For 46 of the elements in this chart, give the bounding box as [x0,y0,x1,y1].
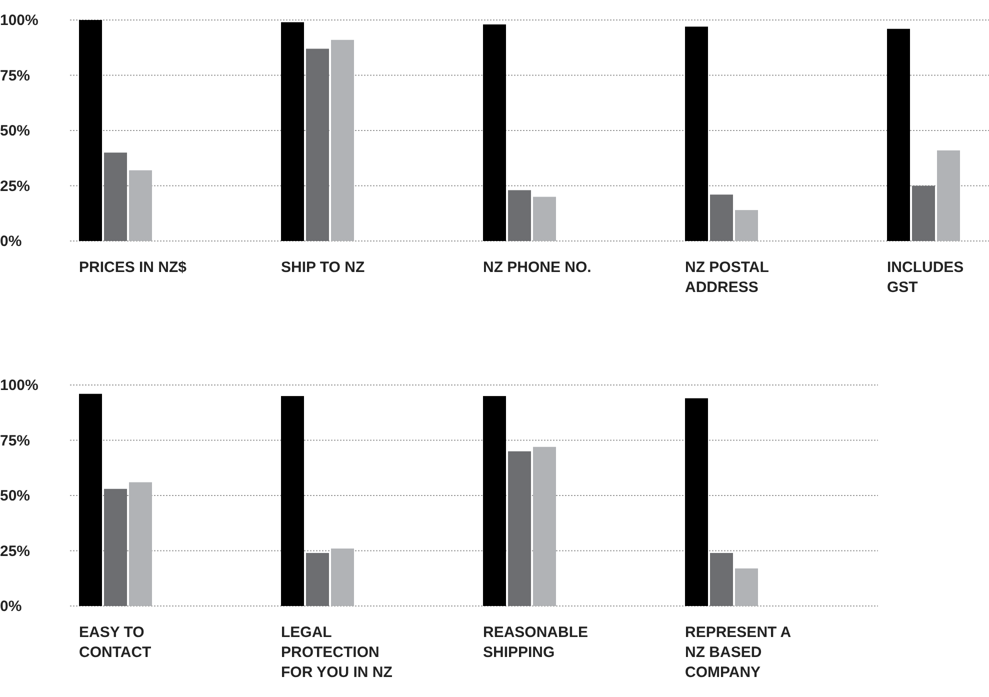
bar [912,186,935,241]
bar [735,210,758,241]
bar [483,24,506,241]
x-tick-label: REPRESENT A NZ BASED COMPANY [685,624,792,681]
y-tick-label: 100% [0,12,38,29]
bar [483,396,506,606]
bar [281,22,304,241]
bar [887,28,910,241]
bar [129,482,152,606]
x-tick-label: SHIP TO NZ [281,259,365,276]
x-tick-label: LEGAL PROTECTION FOR YOU IN NZ [281,624,392,681]
bar [508,451,531,606]
bar [104,152,127,241]
bar [710,552,733,606]
y-tick-label: 100% [0,377,38,394]
bar [79,394,102,606]
x-tick-label: INCLUDES GST [887,259,964,296]
bar [710,194,733,241]
bar [508,190,531,241]
x-tick-label: NZ POSTAL ADDRESS [685,259,769,296]
bar [735,568,758,606]
bar [331,548,354,606]
y-tick-label: 0% [0,233,22,250]
x-tick-label: PRICES IN NZ$ [79,259,188,276]
bar [306,552,329,606]
y-tick-label: 50% [0,122,30,140]
bar [685,26,708,241]
y-tick-label: 75% [0,67,30,84]
bar [533,446,556,606]
bar [104,488,127,606]
y-tick-label: 75% [0,432,30,450]
y-tick-label: 25% [0,178,30,195]
bar [937,150,960,241]
y-tick-label: 0% [0,598,22,615]
bar [685,398,708,606]
bar [306,48,329,241]
x-tick-label: EASY TO CONTACT [79,624,152,661]
x-tick-label: REASONABLE SHIPPING [483,624,588,661]
bar [533,196,556,241]
bar [281,396,304,606]
y-tick-label: 25% [0,542,30,560]
y-tick-label: 50% [0,488,30,504]
x-tick-label: NZ PHONE NO. [483,259,592,276]
bar [331,40,354,241]
bar [79,20,102,241]
bar [129,170,152,241]
